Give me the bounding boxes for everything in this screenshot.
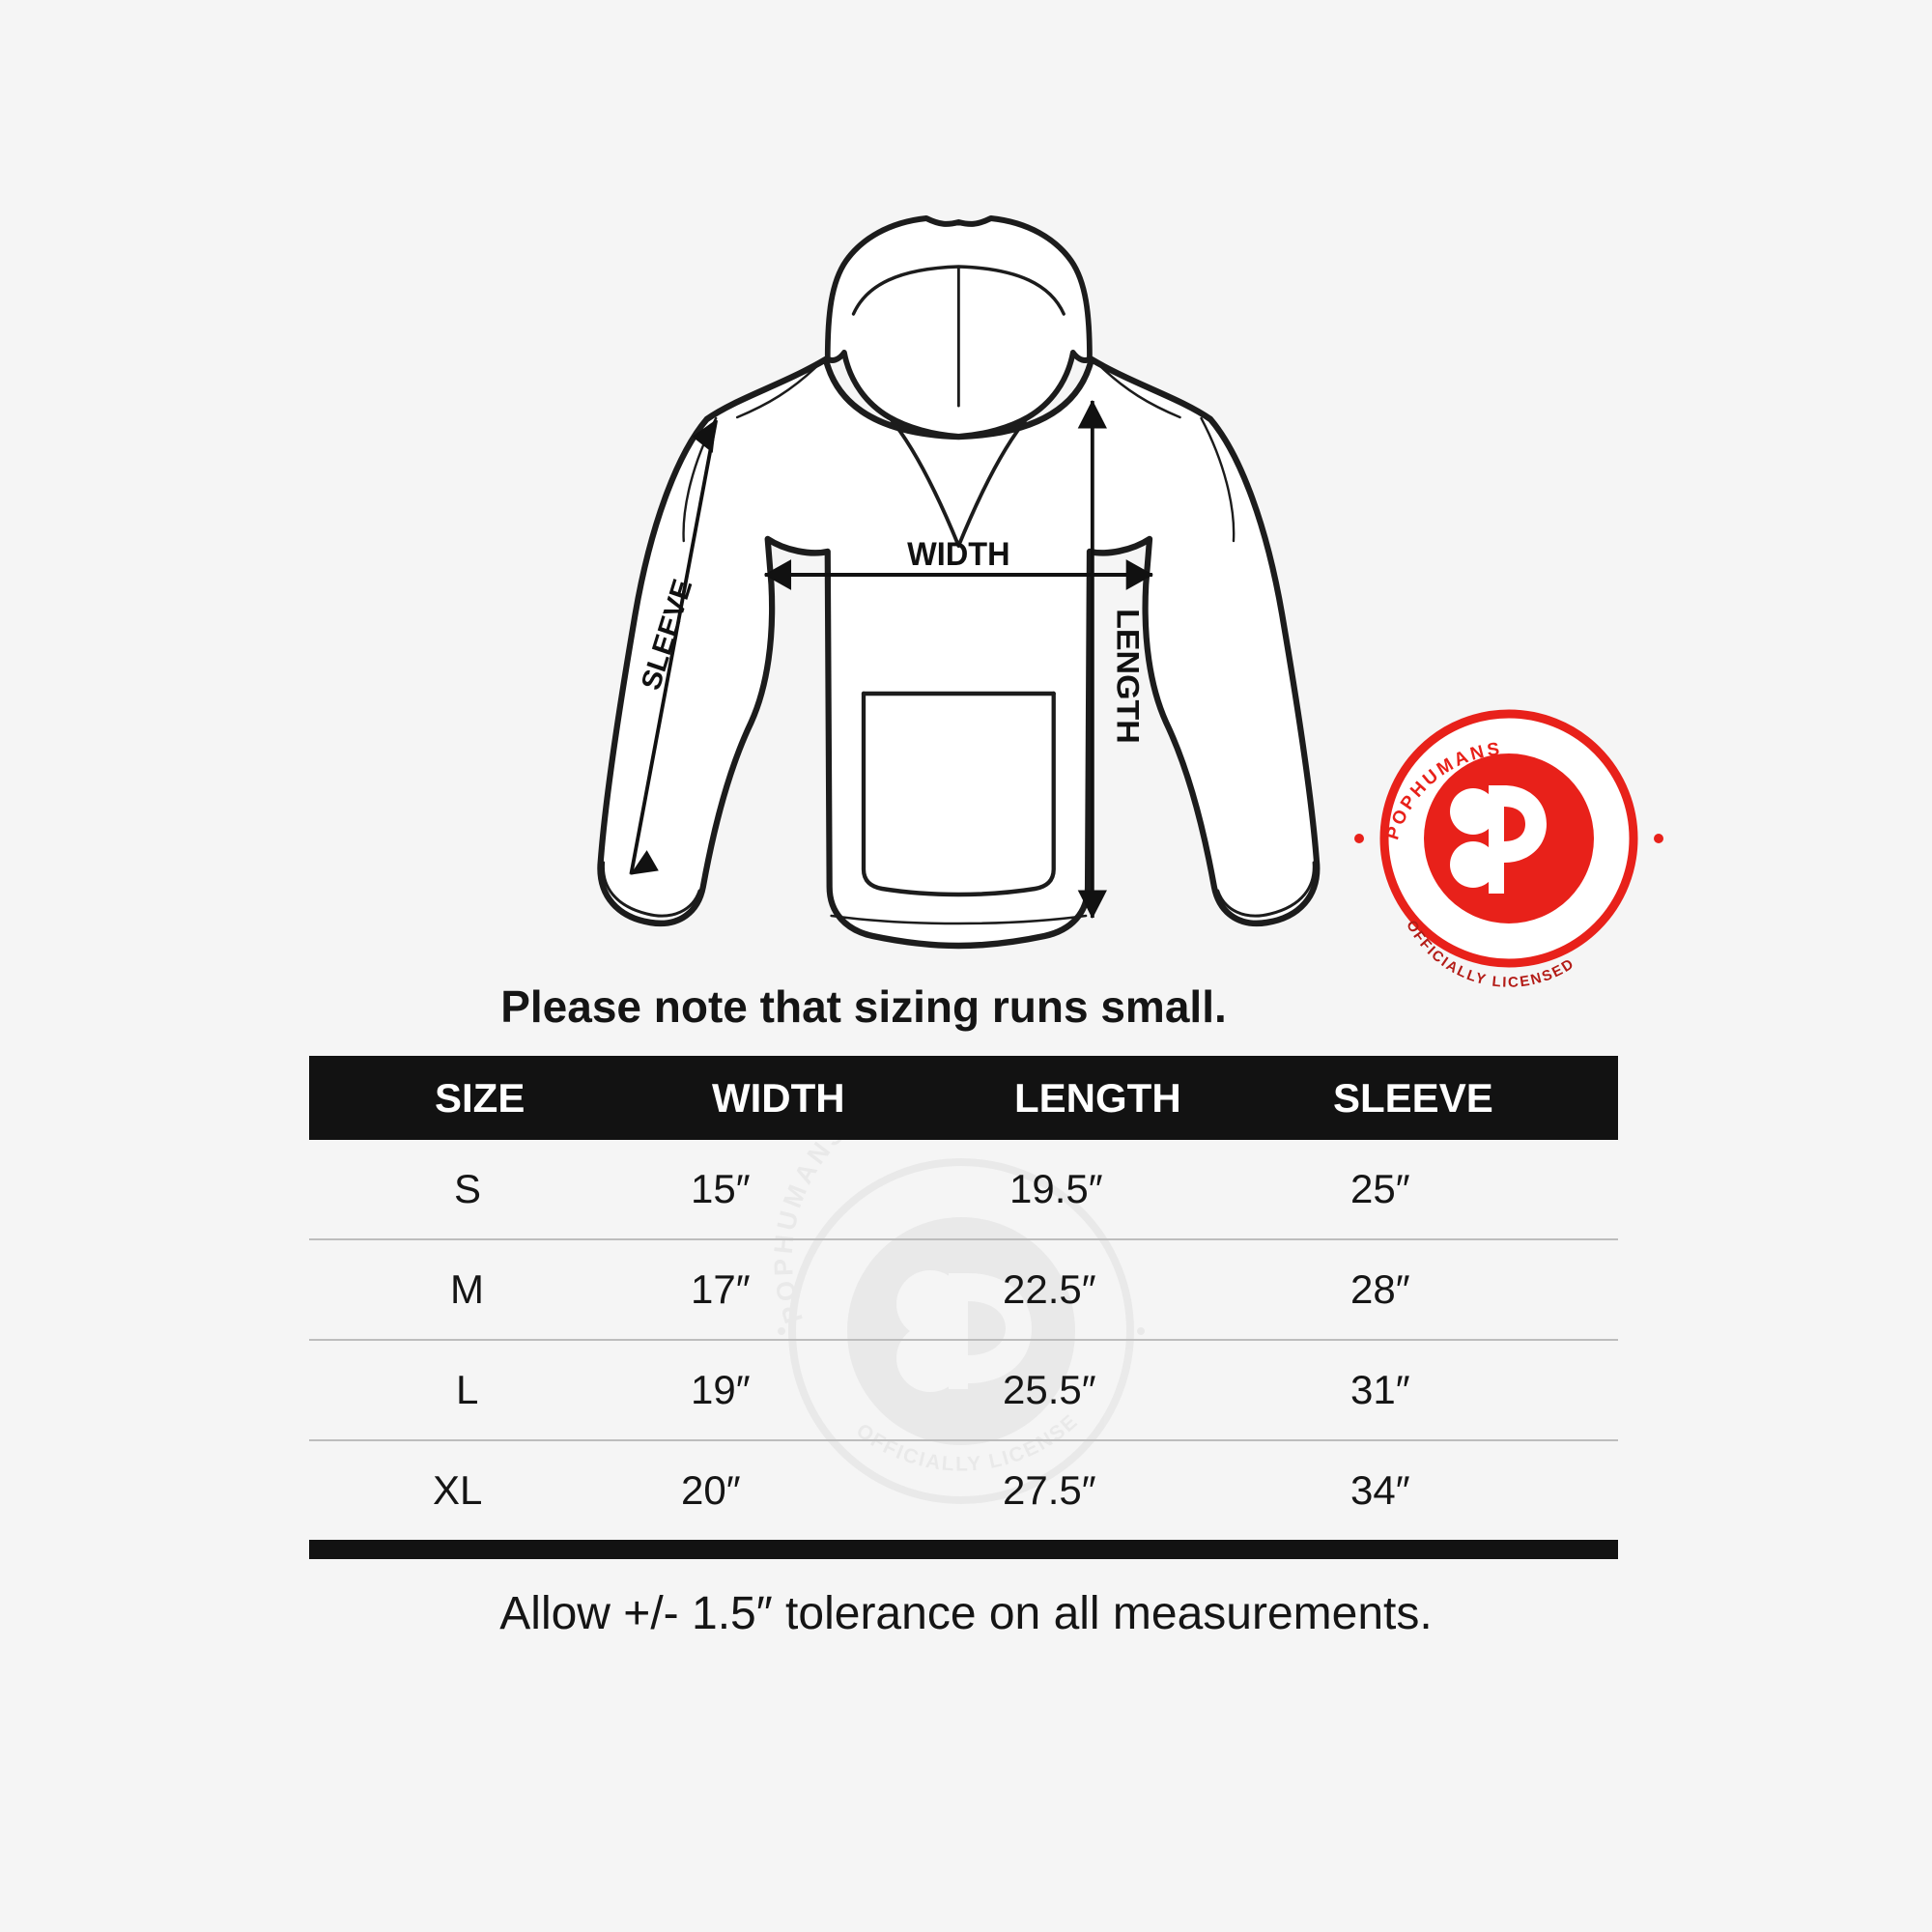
svg-text:LENGTH: LENGTH (1110, 609, 1145, 744)
svg-text:WIDTH: WIDTH (907, 536, 1009, 573)
